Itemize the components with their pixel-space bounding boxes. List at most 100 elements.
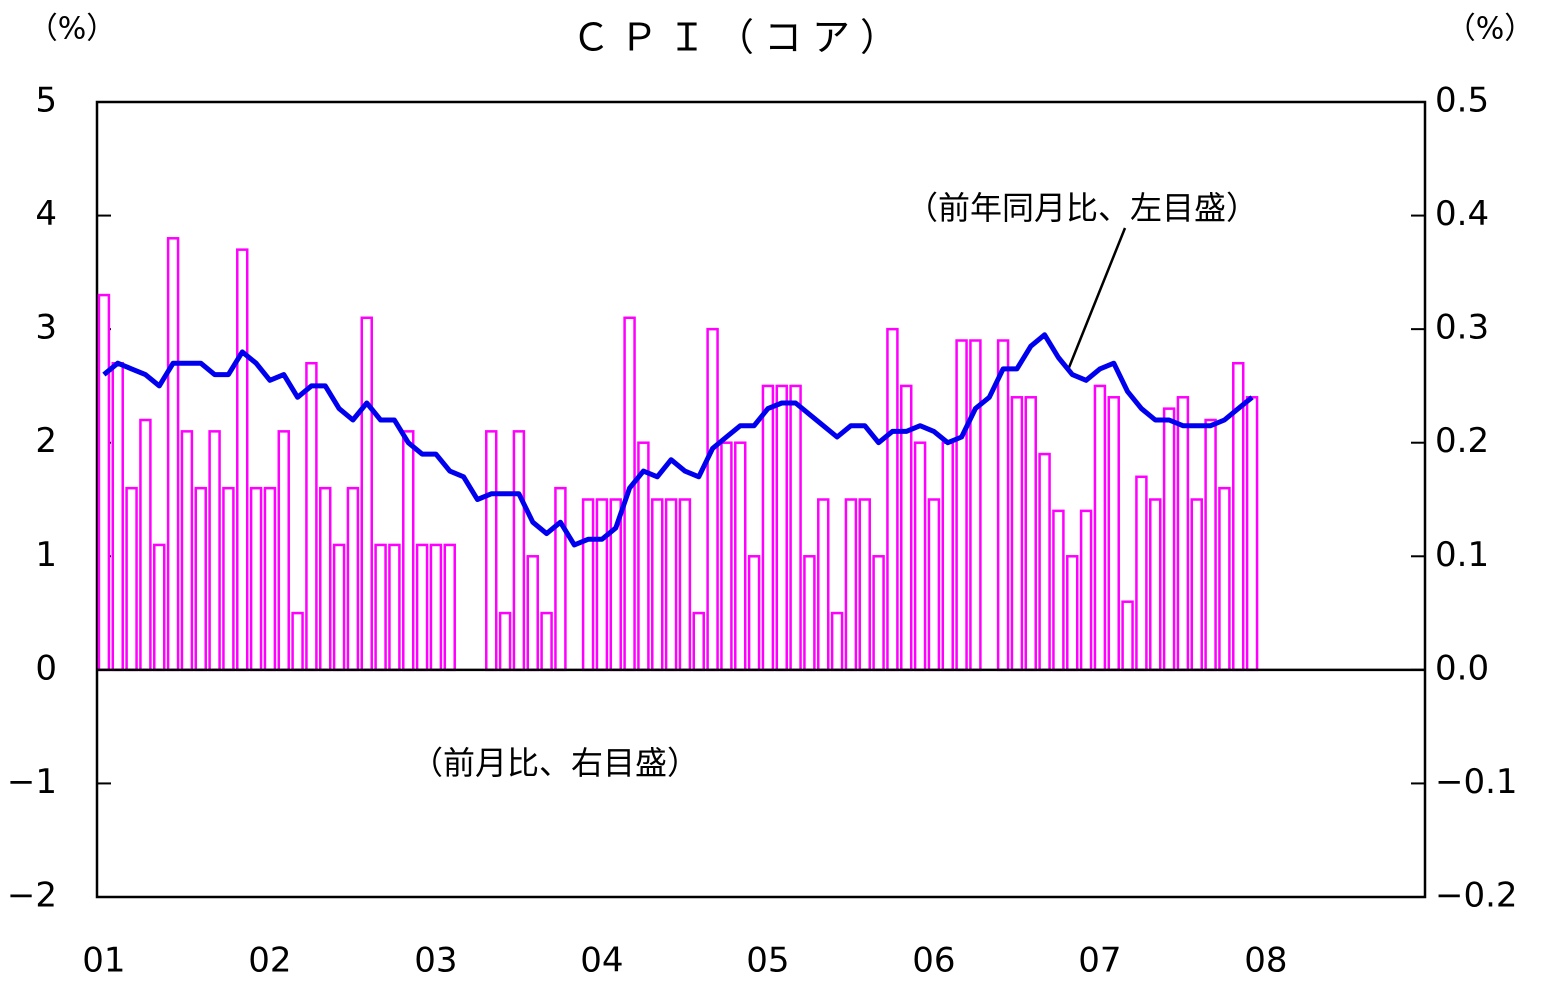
bar <box>540 611 553 672</box>
bar <box>830 611 844 672</box>
bar <box>1093 384 1107 672</box>
chart-title: ＣＰＩ（コア） <box>572 16 908 60</box>
bar <box>720 441 733 672</box>
bar <box>996 339 1010 672</box>
bar <box>512 430 526 672</box>
y2-tick-label: 0.5 <box>1435 81 1489 121</box>
bar <box>1245 396 1259 672</box>
bar <box>1052 509 1065 672</box>
y2-tick-label: 0.4 <box>1435 194 1489 234</box>
bar <box>443 543 456 672</box>
y2-tick-label: 0.0 <box>1435 648 1489 688</box>
annotation: （前年同月比、左目盛） <box>906 189 1258 227</box>
bar <box>747 555 761 672</box>
plot-frame <box>95 100 1427 899</box>
bar <box>692 611 705 672</box>
bar <box>775 384 788 672</box>
bar <box>526 555 539 672</box>
bar <box>706 327 719 672</box>
bar <box>1066 555 1079 672</box>
bar <box>1010 396 1024 672</box>
bar <box>429 543 443 672</box>
bar <box>803 555 816 672</box>
y-tick-label: 2 <box>35 421 57 461</box>
bar <box>1024 396 1037 672</box>
bar <box>858 498 871 672</box>
bar <box>180 430 194 672</box>
bar <box>485 430 498 672</box>
y2-tick-label: 0.2 <box>1435 421 1489 461</box>
bar <box>291 611 304 672</box>
y2-tick-label: 0.3 <box>1435 308 1489 348</box>
y-axis-label: （%） <box>28 12 117 47</box>
bar <box>664 498 678 672</box>
bar <box>1204 418 1217 672</box>
bar <box>678 498 692 672</box>
y-tick-label: 4 <box>35 194 57 234</box>
x-tick-label: 06 <box>912 941 955 981</box>
bar <box>236 248 249 672</box>
y-tick-label: 3 <box>35 308 57 348</box>
y-tick-label: 1 <box>35 535 57 575</box>
y-tick-label: 0 <box>35 648 57 688</box>
bar <box>1135 475 1148 672</box>
annotation: （前月比、右目盛） <box>411 744 699 782</box>
y-tick-label: −2 <box>7 876 57 916</box>
x-tick-label: 03 <box>414 941 457 981</box>
bar <box>651 498 664 672</box>
y2-tick-label: −0.1 <box>1435 762 1518 802</box>
y-tick-label: 5 <box>35 81 57 121</box>
bar <box>1176 396 1190 672</box>
y2-tick-label: −0.2 <box>1435 876 1518 916</box>
bar <box>817 498 830 672</box>
bar <box>139 418 152 672</box>
bar <box>872 555 885 672</box>
bar <box>886 327 899 672</box>
y2-tick-label: 0.1 <box>1435 535 1489 575</box>
bar <box>941 441 954 672</box>
bar <box>913 441 927 672</box>
bar <box>222 486 235 672</box>
bar <box>360 316 373 672</box>
x-tick-label: 01 <box>82 941 125 981</box>
bar <box>955 339 968 672</box>
bar <box>1190 498 1203 672</box>
bar <box>194 486 207 672</box>
bar <box>277 430 290 672</box>
bar <box>388 543 401 672</box>
bar <box>1149 498 1162 672</box>
bar <box>153 543 166 672</box>
bar <box>415 543 429 672</box>
bar <box>581 498 595 672</box>
bar <box>844 498 858 672</box>
bar <box>1038 452 1051 672</box>
bar <box>319 486 332 672</box>
x-tick-label: 08 <box>1244 941 1287 981</box>
bar <box>249 486 263 672</box>
bar <box>166 237 180 672</box>
bar <box>498 611 512 672</box>
bar <box>111 361 124 672</box>
x-tick-label: 04 <box>580 941 623 981</box>
bar <box>554 486 567 672</box>
bar <box>402 430 415 672</box>
bar <box>125 486 138 672</box>
bar <box>97 293 111 672</box>
bar <box>263 486 277 672</box>
y-tick-label: −1 <box>7 762 57 802</box>
bar <box>761 384 775 672</box>
bar <box>1162 407 1176 672</box>
bar <box>305 361 318 672</box>
x-tick-label: 05 <box>746 941 789 981</box>
bar <box>927 498 941 672</box>
bar <box>346 486 360 672</box>
bar <box>734 441 747 672</box>
bar <box>332 543 346 672</box>
bar <box>1218 486 1231 672</box>
leader-line <box>1066 227 1127 371</box>
bar <box>969 339 982 672</box>
bar <box>208 430 221 672</box>
bar <box>595 498 609 672</box>
